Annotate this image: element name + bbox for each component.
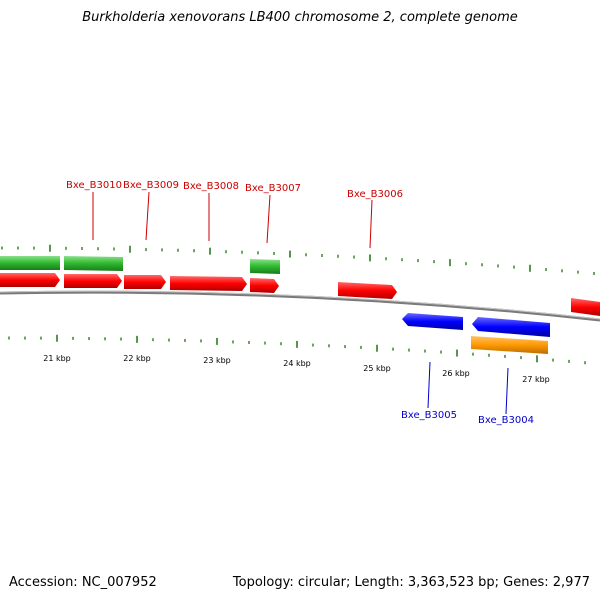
axis-tick-label: 27 kbp bbox=[522, 375, 550, 384]
gene-feature[interactable] bbox=[250, 259, 280, 274]
cds-arrow[interactable] bbox=[571, 298, 600, 316]
gene-label-bxe-b3010[interactable]: Bxe_B3010 bbox=[66, 180, 122, 191]
cds-arrow[interactable] bbox=[124, 275, 166, 289]
axis-tick-label: 23 kbp bbox=[203, 356, 231, 365]
cds-arrow[interactable] bbox=[0, 273, 60, 287]
leader-line bbox=[145, 191, 150, 241]
gene-label-bxe-b3006[interactable]: Bxe_B3006 bbox=[347, 189, 403, 200]
cds-arrow[interactable] bbox=[472, 317, 550, 337]
cds-arrow[interactable] bbox=[64, 274, 122, 288]
label-leader-lines bbox=[92, 191, 509, 415]
axis-tick-label: 22 kbp bbox=[123, 354, 151, 363]
leader-line bbox=[505, 367, 509, 415]
genome-backbone-highlight bbox=[0, 290, 600, 320]
topology-text: Topology: circular; Length: 3,363,523 bp… bbox=[232, 575, 590, 590]
accession-text: Accession: NC_007952 bbox=[9, 575, 157, 590]
gene-label-bxe-b3005[interactable]: Bxe_B3005 bbox=[401, 410, 457, 421]
cds-arrow[interactable] bbox=[338, 282, 397, 299]
axis-tick-label: 25 kbp bbox=[363, 364, 391, 373]
forward-gene-track bbox=[0, 256, 280, 274]
cds-arrow[interactable] bbox=[170, 276, 247, 291]
gene-labels: Bxe_B3010 Bxe_B3009 Bxe_B3008 Bxe_B3007 … bbox=[66, 180, 534, 426]
gene-feature[interactable] bbox=[64, 256, 123, 271]
leader-line bbox=[369, 199, 373, 249]
gene-feature[interactable] bbox=[0, 256, 60, 270]
forward-cds-track bbox=[0, 273, 600, 316]
axis-tick-label: 21 kbp bbox=[43, 354, 71, 363]
gene-label-bxe-b3009[interactable]: Bxe_B3009 bbox=[123, 180, 179, 191]
forward-strand-ticks bbox=[1, 244, 595, 275]
gene-label-bxe-b3004[interactable]: Bxe_B3004 bbox=[478, 415, 534, 426]
cds-arrow[interactable] bbox=[250, 278, 279, 293]
reverse-feature-track bbox=[471, 336, 548, 354]
reverse-cds-track bbox=[402, 313, 550, 337]
leader-line bbox=[266, 194, 271, 244]
gene-feature[interactable] bbox=[471, 336, 548, 354]
leader-line bbox=[427, 361, 431, 409]
axis-tick-label: 24 kbp bbox=[283, 359, 311, 368]
cds-arrow[interactable] bbox=[402, 313, 463, 330]
genome-backbone bbox=[0, 290, 600, 322]
reverse-strand-ticks bbox=[8, 334, 586, 365]
axis-labels: 21 kbp 22 kbp 23 kbp 24 kbp 25 kbp 26 kb… bbox=[43, 354, 550, 384]
map-title: Burkholderia xenovorans LB400 chromosome… bbox=[82, 10, 518, 25]
gene-label-bxe-b3008[interactable]: Bxe_B3008 bbox=[183, 181, 239, 192]
gene-label-bxe-b3007[interactable]: Bxe_B3007 bbox=[245, 183, 301, 194]
axis-tick-label: 26 kbp bbox=[442, 369, 470, 378]
